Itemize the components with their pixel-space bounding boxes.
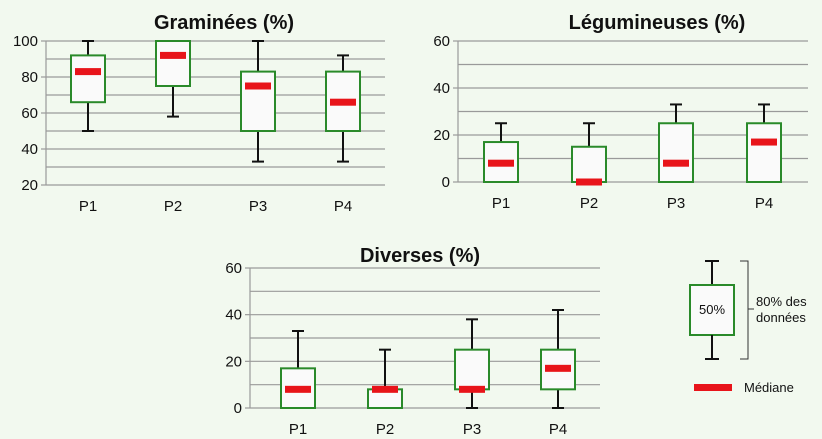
legend-box (689, 284, 735, 336)
median-mark (245, 82, 271, 90)
y-tick-label: 20 (21, 177, 38, 194)
median-mark (751, 138, 777, 146)
x-category-label: P2 (376, 421, 394, 438)
y-tick-label: 20 (225, 353, 242, 370)
iqr-box (155, 40, 191, 87)
x-category-label: P1 (79, 198, 97, 215)
median-mark (372, 385, 398, 393)
y-tick-label: 100 (13, 33, 38, 50)
y-tick-label: 80 (21, 69, 38, 86)
y-tick-label: 20 (433, 127, 450, 144)
box-p3 (240, 40, 276, 163)
x-category-label: P1 (492, 195, 510, 212)
chart-title-graminees: Graminées (%) (154, 12, 294, 34)
chart-title-diverses: Diverses (%) (360, 245, 480, 267)
median-mark (545, 364, 571, 372)
median-mark (75, 68, 101, 76)
box-p4 (746, 103, 782, 183)
iqr-box (70, 54, 106, 104)
box-p2 (155, 40, 191, 118)
box-p2 (571, 122, 607, 186)
iqr-box (240, 70, 276, 132)
x-category-label: P4 (755, 195, 773, 212)
panel-diverses: Diverses (%) 0 20 40 60 P1 P2 P3 P4 (225, 245, 600, 438)
x-category-label: P1 (289, 421, 307, 438)
median-mark (285, 385, 311, 393)
legend: 50% 80% des données Médiane (689, 260, 807, 395)
y-tick-label: 0 (442, 174, 450, 191)
legend-range-label-1: 80% des (756, 294, 807, 309)
y-tick-label: 40 (21, 141, 38, 158)
box-p1 (483, 122, 519, 184)
panel-graminees: Graminées (%) 20 40 60 80 100 P1 P2 P3 P4 (13, 12, 385, 215)
y-tick-label: 60 (433, 33, 450, 50)
x-category-label: P2 (164, 198, 182, 215)
chart-title-legumineuses: Légumineuses (%) (569, 12, 746, 34)
legend-median-label: Médiane (744, 380, 794, 395)
panel-legumineuses: Légumineuses (%) 0 20 40 60 P1 P2 P3 P4 (433, 12, 808, 212)
y-tick-label: 60 (225, 260, 242, 277)
box-p4 (325, 54, 361, 163)
x-category-label: P2 (580, 195, 598, 212)
x-category-label: P4 (549, 421, 567, 438)
box-p3 (658, 103, 694, 183)
x-category-label: P4 (334, 198, 352, 215)
legend-bracket (740, 260, 754, 360)
iqr-box (571, 145, 607, 183)
median-mark (488, 159, 514, 167)
box-p2 (367, 348, 403, 410)
legend-median-swatch (694, 384, 732, 391)
median-mark (576, 178, 602, 186)
x-category-label: P3 (249, 198, 267, 215)
median-mark (663, 159, 689, 167)
y-tick-label: 60 (21, 105, 38, 122)
legend-box-label: 50% (699, 302, 725, 317)
median-mark (160, 51, 186, 59)
box-p4 (540, 309, 576, 409)
x-category-label: P3 (667, 195, 685, 212)
iqr-box (658, 122, 694, 183)
box-p1 (70, 40, 106, 132)
box-p1 (280, 330, 316, 410)
iqr-box (746, 122, 782, 183)
y-tick-label: 0 (234, 400, 242, 417)
iqr-box (454, 348, 490, 391)
legend-range-label-2: données (756, 310, 806, 325)
y-tick-label: 40 (433, 80, 450, 97)
y-tick-label: 40 (225, 307, 242, 324)
x-category-label: P3 (463, 421, 481, 438)
median-mark (459, 385, 485, 393)
median-mark (330, 98, 356, 106)
box-p3 (454, 318, 490, 409)
